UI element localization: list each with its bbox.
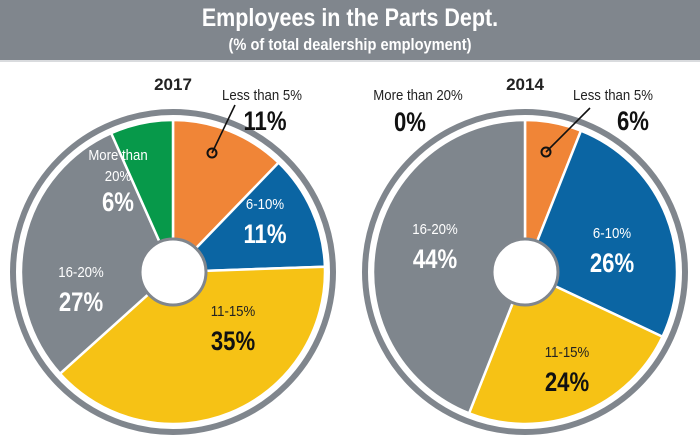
- pie-slice-16-20: [19, 131, 175, 375]
- pie-chart-2014: 2014 Less than 5% 6% 6-10% 26% 11-15% 24% 16-20…: [362, 75, 688, 435]
- pie-slice-16-20: [371, 118, 527, 415]
- pie-slice-less-than-5: [171, 118, 280, 274]
- slice-value-more-than-20: 6%: [102, 188, 134, 218]
- slice-value-16-20: 44%: [413, 245, 457, 275]
- chart-subtitle: (% of total dealership employment): [228, 35, 472, 54]
- slice-value-more-than-20: 0%: [394, 108, 426, 138]
- slice-label-line2: 20%: [105, 167, 132, 184]
- pie-slice-11-15: [58, 265, 327, 426]
- slice-label-less-than-5: Less than 5%: [573, 86, 653, 103]
- callout-line: [211, 104, 236, 154]
- slice-label-6-10: 6-10%: [593, 224, 632, 241]
- slice-label-less-than-5: Less than 5%: [222, 86, 302, 103]
- callout-dot: [540, 146, 552, 158]
- slice-value-11-15: 35%: [211, 327, 255, 357]
- pie-title: 2017: [154, 75, 192, 94]
- slice-value-less-than-5: 11%: [243, 107, 286, 137]
- slice-label-6-10: 6-10%: [246, 195, 285, 212]
- slice-value-less-than-5: 6%: [617, 107, 649, 137]
- slice-label-11-15: 11-15%: [545, 343, 590, 360]
- slice-value-6-10: 11%: [243, 220, 286, 250]
- slice-label-more-than-20: More than 20%: [373, 86, 463, 103]
- slice-value-16-20: 27%: [59, 288, 103, 318]
- slice-label-16-20: 16-20%: [412, 220, 458, 237]
- pie-slice-6-10: [523, 129, 679, 338]
- chart-title: Employees in the Parts Dept.: [201, 4, 499, 32]
- slice-label-16-20: 16-20%: [58, 263, 104, 280]
- slice-label-11-15: 11-15%: [211, 302, 256, 319]
- slice-label-more-than-20: More than: [88, 146, 147, 163]
- pie-chart-2017: 2017 Less than 5% 11% 6-10% 11% 11-15% 35% 16-2…: [10, 75, 336, 435]
- slice-value-11-15: 24%: [545, 368, 589, 398]
- slice-value-6-10: 26%: [590, 249, 634, 279]
- pie-slice-11-15: [467, 270, 664, 426]
- donut-hole: [138, 237, 208, 307]
- pie-title: 2014: [506, 75, 544, 94]
- title-banner: Employees in the Parts Dept. (% of total…: [0, 0, 700, 62]
- pie-slice-6-10: [171, 161, 327, 274]
- donut-hole: [490, 237, 560, 307]
- pie-slice-more-than-20: [109, 118, 175, 274]
- callout-line: [545, 107, 591, 153]
- callout-dot: [206, 147, 218, 159]
